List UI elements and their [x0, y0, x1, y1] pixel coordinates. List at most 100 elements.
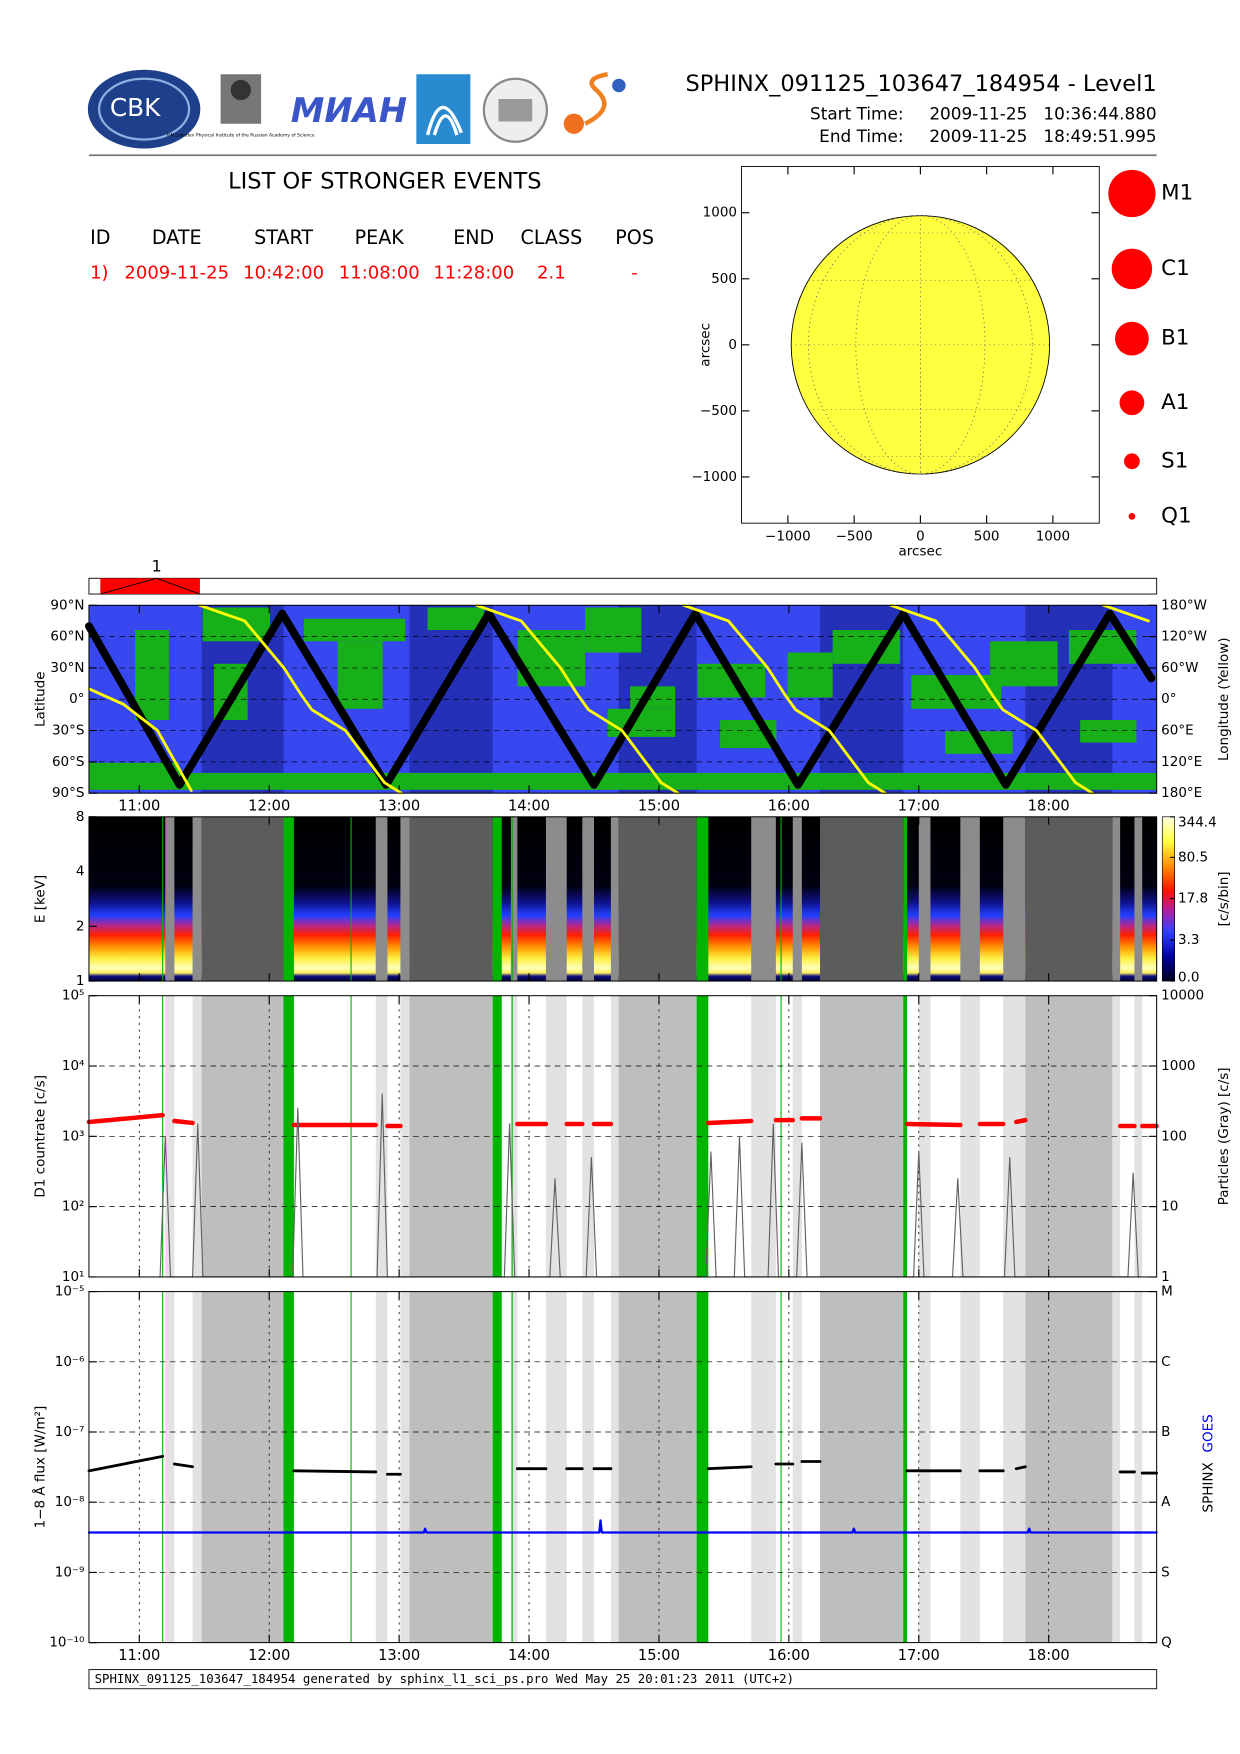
class-label: A1 [1161, 390, 1189, 415]
x-tick-label: 0 [916, 529, 925, 545]
seal-building [498, 99, 533, 122]
green-zone [696, 816, 709, 982]
y-tick-label: 60°N [50, 629, 84, 645]
event-cell: 11:08:00 [339, 262, 420, 283]
y-tick-label: 90°N [50, 597, 84, 613]
event-cell: 1) [90, 262, 108, 283]
column-header: CLASS [520, 226, 582, 249]
y2-tick-label: S [1161, 1564, 1170, 1580]
y2-tick-label: 120°W [1161, 629, 1207, 645]
y2-tick-label: 180°E [1161, 785, 1202, 801]
square-logo [416, 74, 471, 145]
x-tick-label: 15:00 [638, 1647, 680, 1664]
y2-tick-label: B [1161, 1424, 1170, 1440]
light-gray-zone [510, 816, 518, 982]
y2-tick-label: 180°W [1161, 597, 1207, 613]
report-title: SPHINX_091125_103647_184954 - Level1 [685, 71, 1156, 97]
column-header: PEAK [355, 226, 405, 249]
y2-tick-label: A [1161, 1494, 1171, 1510]
light-gray-zone [918, 1291, 931, 1643]
y-axis-label: arcsec [698, 323, 714, 367]
x-tick-label: −1000 [765, 529, 811, 545]
plot-frame [88, 816, 1158, 982]
class-label: S1 [1161, 448, 1188, 473]
y-tick-label: −500 [700, 403, 737, 419]
start-label: Start Time: [810, 104, 903, 124]
x-tick-label: 13:00 [378, 798, 420, 815]
start-value: 2009-11-25 10:36:44.880 [929, 104, 1156, 124]
green-zone [696, 995, 709, 1277]
y-tick-label: 10⁻⁹ [55, 1564, 85, 1580]
class-marker [1128, 513, 1136, 520]
colorbar-tick-label: 0.0 [1178, 970, 1199, 986]
y2-axis-label: Longitude (Yellow) [1216, 637, 1232, 761]
sun-grid [808, 215, 1033, 475]
class-marker [1111, 248, 1153, 290]
event-span [100, 578, 200, 595]
green-zone [696, 1291, 709, 1643]
particle-region [303, 618, 406, 642]
y-tick-label: 500 [711, 271, 737, 287]
portrait-head [230, 79, 251, 101]
y-tick-label: 60°S [52, 754, 85, 770]
y2-tick-label: 1000 [1161, 1058, 1195, 1074]
x-axis-label: arcsec [899, 543, 943, 559]
light-gray-zone [1134, 816, 1143, 982]
y-axis-label: Latitude [33, 671, 49, 727]
y2-tick-label: Q [1161, 1635, 1172, 1651]
y-tick-label: 10⁻⁵ [55, 1284, 85, 1300]
y-axis-label: D1 countrate [c/s] [33, 1075, 49, 1198]
event-cell: - [631, 262, 638, 283]
x-tick-label: −500 [836, 529, 873, 545]
dark-gray-zone [820, 816, 904, 982]
light-gray-zone [582, 816, 594, 982]
x-tick-label: 16:00 [768, 798, 810, 815]
y-tick-label: 10¹ [62, 1269, 85, 1285]
series-line [85, 609, 1156, 789]
green-zone [903, 1291, 908, 1643]
legend-entry: SPHINX [1200, 1462, 1216, 1512]
green-zone [283, 816, 294, 982]
light-gray-zone [510, 1291, 518, 1643]
logos: CBK P.N.Lebedev Physical Institute of th… [87, 69, 626, 149]
swirl-logo [584, 72, 609, 126]
x-tick-label: 1000 [1036, 529, 1070, 545]
timeline-box [88, 577, 1158, 595]
particle-region [585, 607, 642, 653]
series-line [87, 603, 1150, 795]
particle-region [607, 708, 676, 737]
x-tick-label: 12:00 [248, 1647, 290, 1664]
green-zone [903, 995, 908, 1277]
end-value: 2009-11-25 18:49:51.995 [929, 126, 1156, 146]
light-gray-zone [792, 1291, 802, 1643]
y-tick-label: 1000 [703, 205, 737, 221]
event-cell: 2.1 [537, 262, 566, 283]
light-gray-zone [582, 1291, 594, 1643]
green-zone [903, 816, 908, 982]
class-marker [1124, 453, 1140, 470]
particle-region [88, 772, 1157, 790]
x-tick-label: 17:00 [898, 798, 940, 815]
y2-tick-label: C [1161, 1354, 1170, 1370]
event-cell: 10:42:00 [243, 262, 324, 283]
light-gray-zone [1003, 816, 1026, 982]
class-marker [1119, 390, 1145, 416]
square-logo-mark [425, 105, 463, 136]
events-title: LIST OF STRONGER EVENTS [228, 169, 541, 195]
y-tick-label: 10⁻⁸ [55, 1494, 85, 1510]
colorbar-tick-label: 17.8 [1178, 891, 1208, 907]
y-tick-label: 90°S [52, 785, 85, 801]
colorbar-tick-label: 80.5 [1178, 849, 1208, 865]
y2-tick-label: 0° [1161, 691, 1176, 707]
light-gray-zone [375, 816, 388, 982]
light-gray-zone [610, 1291, 619, 1643]
y2-tick-label: 60°W [1161, 660, 1198, 676]
y-tick-label: −1000 [691, 469, 737, 485]
dark-gray-zone [1025, 995, 1113, 1277]
y2-tick-label: 120°E [1161, 754, 1202, 770]
y-tick-label: 4 [76, 864, 85, 880]
end-label: End Time: [819, 126, 903, 146]
y2-tick-label: 100 [1161, 1128, 1187, 1144]
light-gray-zone [165, 995, 175, 1277]
light-gray-zone [165, 1291, 175, 1643]
